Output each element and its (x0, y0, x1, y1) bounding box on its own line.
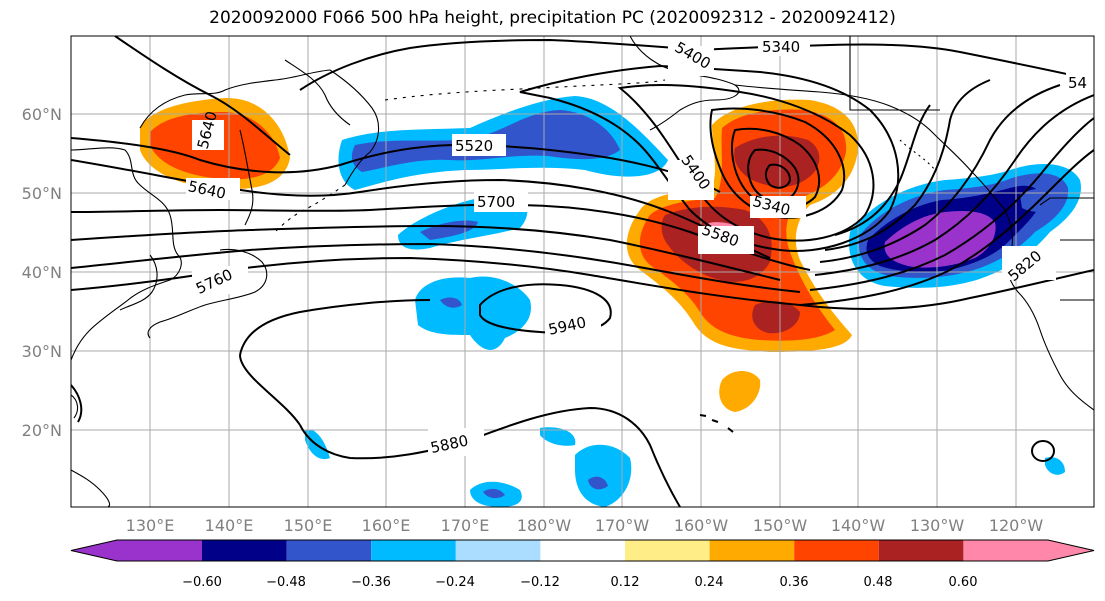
colorbar-segment (794, 540, 879, 561)
colorbar-tick-label: −0.24 (435, 575, 475, 590)
lon-label: 170°W (595, 516, 650, 535)
colorbar-segment (878, 540, 964, 561)
lon-label: 130°W (910, 516, 965, 535)
colorbar-segment (286, 540, 372, 561)
lat-label: 30°N (22, 342, 62, 361)
lon-label: 160°W (674, 516, 729, 535)
lon-label: 150°E (284, 516, 333, 535)
map-frame (70, 35, 1095, 508)
colorbar-segment (540, 540, 625, 561)
contour-label: 5340 (762, 38, 800, 56)
longitude-labels: 130°E 140°E 150°E 160°E 170°E 180°W 170°… (126, 516, 1044, 535)
lat-label: 40°N (22, 263, 62, 282)
lon-label: 150°W (753, 516, 808, 535)
contour-label: 5520 (455, 137, 493, 155)
colorbar-tick-label: 0.48 (864, 575, 893, 590)
colorbar-tick-label: −0.12 (520, 575, 560, 590)
lat-label: 60°N (22, 105, 62, 124)
colorbar-segment (71, 540, 202, 561)
contour-label: 5700 (477, 193, 515, 211)
colorbar-segment (625, 540, 710, 561)
lon-label: 130°E (126, 516, 175, 535)
lon-label: 140°E (205, 516, 254, 535)
colorbar-segment (963, 540, 1094, 561)
colorbar-outline (70, 539, 1095, 562)
lat-label: 50°N (22, 184, 62, 203)
shading-subtropical-negative (305, 276, 1065, 507)
lon-label: 120°W (989, 516, 1044, 535)
colorbar-segment (709, 540, 795, 561)
colorbar-segment (371, 540, 456, 561)
lon-label: 160°E (362, 516, 411, 535)
colorbar: −0.60 −0.48 −0.36 −0.24 −0.12 0.12 0.24 … (70, 539, 1095, 590)
colorbar-tick-labels: −0.60 −0.48 −0.36 −0.24 −0.12 0.12 0.24 … (182, 575, 977, 590)
colorbar-tick-label: 0.60 (949, 575, 978, 590)
latitude-labels: 60°N 50°N 40°N 30°N 20°N (22, 105, 62, 440)
contour-label: 54 (1068, 74, 1087, 92)
lon-label: 140°W (831, 516, 886, 535)
colorbar-tick-label: −0.60 (182, 575, 222, 590)
colorbar-tick-label: 0.24 (695, 575, 724, 590)
contour-label-backgrounds (186, 36, 1094, 456)
lon-label: 180°W (517, 516, 572, 535)
colorbar-tick-label: −0.48 (266, 575, 306, 590)
lon-label: 170°E (441, 516, 490, 535)
colorbar-segments (70, 539, 1095, 562)
chart-title: 2020092000 F066 500 hPa height, precipit… (209, 8, 896, 28)
colorbar-segment (202, 540, 287, 561)
colorbar-tick-label: 0.36 (780, 575, 809, 590)
coastlines (71, 36, 1094, 507)
colorbar-tick-label: −0.36 (351, 575, 391, 590)
colorbar-tick-label: 0.12 (611, 575, 640, 590)
colorbar-segment (455, 540, 541, 561)
lat-label: 20°N (22, 421, 62, 440)
